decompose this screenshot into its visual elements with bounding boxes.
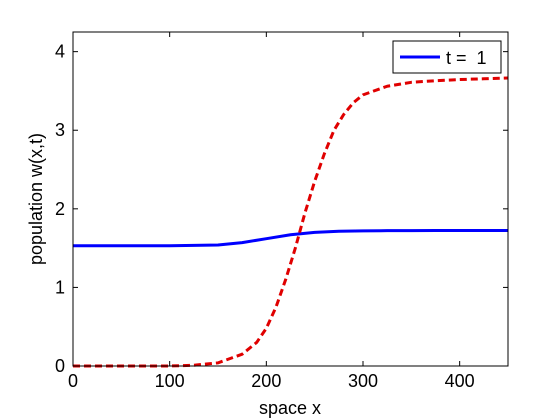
y-tick-label: 0 <box>55 356 65 376</box>
x-tick-label: 200 <box>251 371 281 391</box>
x-ticks: 0 100 200 300 400 <box>68 32 475 391</box>
y-tick-label: 4 <box>55 42 65 62</box>
x-tick-label: 400 <box>445 371 475 391</box>
series-layer <box>73 76 509 368</box>
plot-area <box>73 32 508 366</box>
plot-frame <box>72 31 509 367</box>
series-line-0 <box>73 228 508 248</box>
x-axis-label: space x <box>259 398 321 418</box>
dashed-series-line <box>73 76 509 368</box>
x-tick-label: 100 <box>155 371 185 391</box>
legend: t = 1 <box>392 40 502 74</box>
x-tick-label: 300 <box>348 371 378 391</box>
y-tick-label: 1 <box>55 277 65 297</box>
x-tick-label: 0 <box>68 371 78 391</box>
y-axis-label: population w(x,t) <box>26 133 46 265</box>
y-tick-label: 3 <box>55 120 65 140</box>
y-ticks: 0 1 2 3 4 <box>55 42 508 376</box>
y-tick-label: 2 <box>55 199 65 219</box>
legend-entry-label: t = 1 <box>446 48 487 68</box>
